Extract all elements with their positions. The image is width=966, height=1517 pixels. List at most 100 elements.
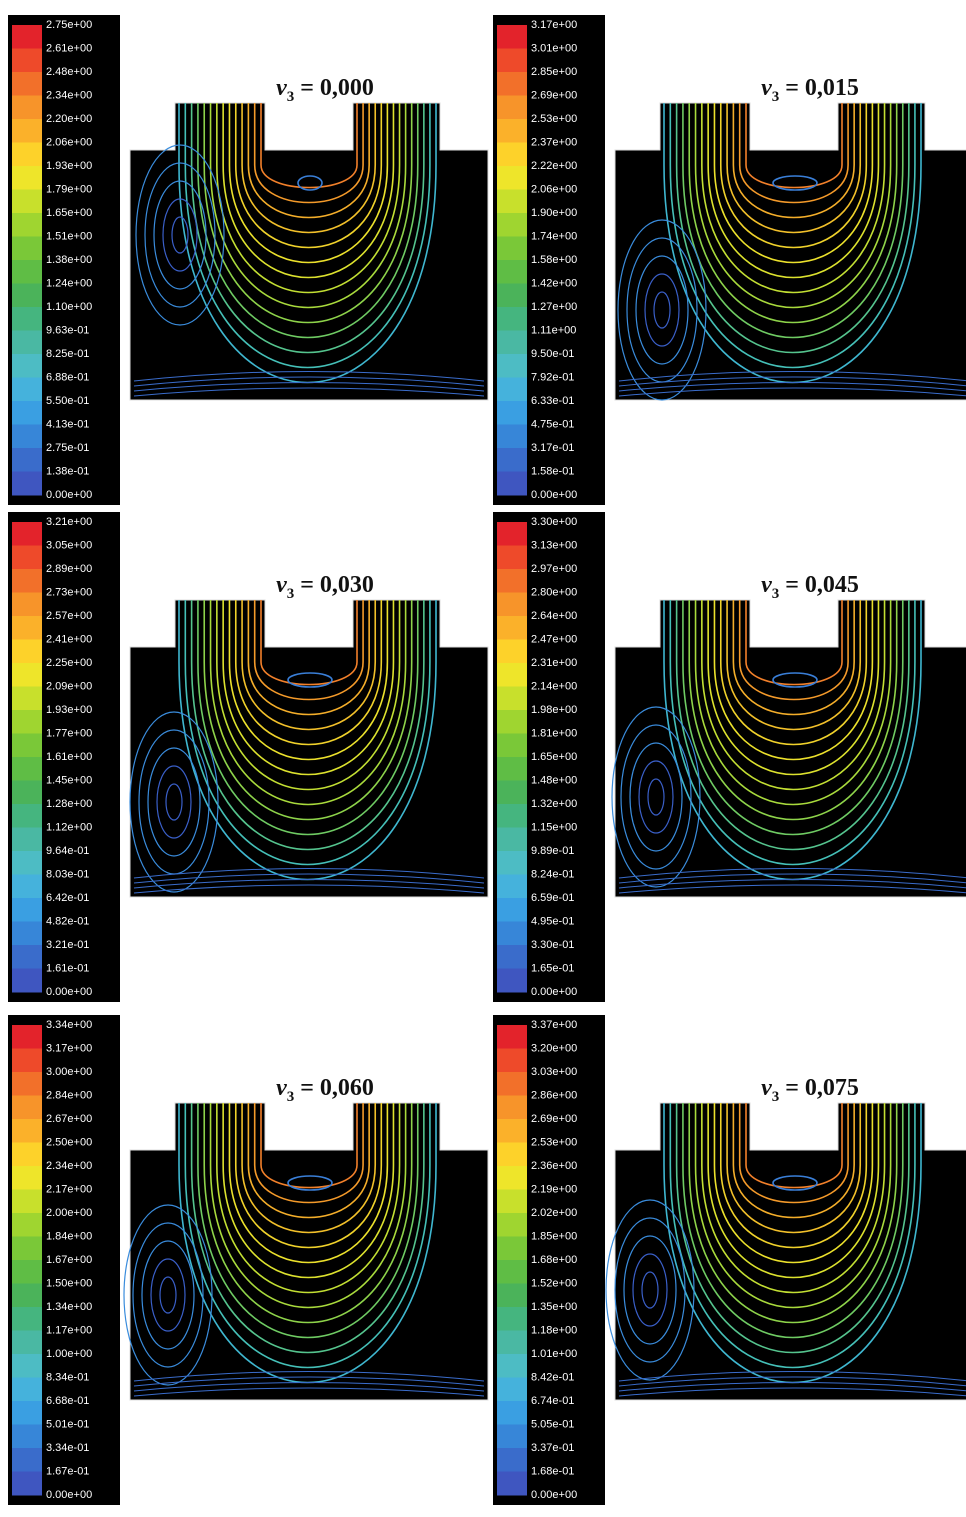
colorbar-band bbox=[12, 119, 42, 143]
colorbar-label: 1.52e+00 bbox=[531, 1277, 577, 1289]
vortex bbox=[287, 1175, 333, 1191]
colorbar-label: 3.13e+00 bbox=[531, 539, 577, 551]
bottom-streamline bbox=[618, 382, 966, 392]
colorbar-label: 6.74e-01 bbox=[531, 1395, 574, 1407]
colorbar-label: 1.98e+00 bbox=[531, 704, 577, 716]
colorbar-band bbox=[497, 1354, 527, 1378]
streamline bbox=[719, 103, 868, 249]
colorbar-label: 2.61e+00 bbox=[46, 42, 92, 54]
colorbar-band bbox=[12, 236, 42, 261]
streamline bbox=[675, 600, 910, 851]
colorbar-label: 1.17e+00 bbox=[46, 1324, 92, 1336]
streamline bbox=[688, 1103, 898, 1324]
colorbar-band bbox=[497, 424, 527, 449]
streamline bbox=[694, 103, 892, 309]
colorbar-band bbox=[497, 686, 527, 711]
streamline bbox=[228, 1103, 389, 1264]
colorbar-label: 1.58e-01 bbox=[531, 465, 574, 477]
colorbar-band bbox=[497, 119, 527, 143]
colorbar-label: 1.42e+00 bbox=[531, 277, 577, 289]
vortex bbox=[620, 724, 692, 870]
bottom-streamline bbox=[133, 1387, 485, 1397]
title-subscript: 3 bbox=[287, 586, 295, 602]
bottom-streamline bbox=[618, 371, 966, 382]
colorbar-label: 1.65e+00 bbox=[46, 207, 92, 219]
vortex bbox=[287, 672, 333, 688]
colorbar-band bbox=[497, 1119, 527, 1143]
colorbar-label: 6.42e-01 bbox=[46, 892, 89, 904]
colorbar-label: 1.50e+00 bbox=[46, 1277, 92, 1289]
colorbar-band bbox=[497, 827, 527, 852]
colorbar-label: 5.50e-01 bbox=[46, 395, 89, 407]
colorbar-label: 2.19e+00 bbox=[531, 1183, 577, 1195]
colorbar-label: 2.86e+00 bbox=[531, 1089, 577, 1101]
streamline bbox=[197, 1103, 419, 1339]
vortex bbox=[772, 672, 818, 688]
colorbar-label: 2.22e+00 bbox=[531, 160, 577, 172]
colorbar-band bbox=[12, 710, 42, 734]
streamline bbox=[203, 103, 413, 324]
streamline bbox=[234, 600, 383, 746]
colorbar-label: 7.92e-01 bbox=[531, 371, 574, 383]
colorbar-label: 1.68e-01 bbox=[531, 1465, 574, 1477]
colorbar-band bbox=[12, 1401, 42, 1425]
colorbar-label: 1.67e+00 bbox=[46, 1254, 92, 1266]
bottom-streamline bbox=[133, 884, 485, 894]
bottom-streamline bbox=[618, 387, 966, 397]
streamline bbox=[669, 1103, 916, 1369]
colorbar-label: 3.34e-01 bbox=[46, 1442, 89, 1454]
streamline bbox=[694, 600, 892, 806]
title-subscript: 3 bbox=[772, 89, 780, 105]
streamline bbox=[726, 103, 862, 234]
colorbar-band bbox=[12, 1048, 42, 1073]
vortex bbox=[159, 1276, 177, 1314]
colorbar-label: 2.89e+00 bbox=[46, 563, 92, 575]
colorbar-band bbox=[497, 189, 527, 214]
bottom-streamline bbox=[133, 376, 485, 387]
colorbar-label: 1.58e+00 bbox=[531, 254, 577, 266]
colorbar-label: 0.00e+00 bbox=[531, 1489, 577, 1501]
colorbar-label: 1.61e-01 bbox=[46, 962, 89, 974]
bottom-streamline bbox=[133, 382, 485, 392]
colorbar-label: 2.80e+00 bbox=[531, 586, 577, 598]
colorbar-band bbox=[12, 142, 42, 167]
vortex bbox=[605, 1199, 695, 1381]
colorbar-band bbox=[497, 1236, 527, 1261]
colorbar-label: 1.90e+00 bbox=[531, 207, 577, 219]
colorbar-band bbox=[12, 1095, 42, 1120]
colorbar-label: 2.84e+00 bbox=[46, 1089, 92, 1101]
colorbar-band bbox=[12, 25, 42, 49]
colorbar-band bbox=[497, 757, 527, 781]
title-value: = 0,030 bbox=[300, 572, 374, 598]
colorbar-band bbox=[497, 260, 527, 284]
colorbar-band bbox=[12, 898, 42, 922]
streamline bbox=[726, 600, 862, 731]
vortex bbox=[150, 1258, 186, 1332]
colorbar-label: 1.48e+00 bbox=[531, 774, 577, 786]
colorbar-band bbox=[12, 1283, 42, 1308]
panel-title: v3 = 0,075 bbox=[761, 1075, 859, 1105]
bottom-streamline bbox=[618, 1387, 966, 1397]
streamlines bbox=[133, 103, 485, 397]
streamline bbox=[241, 1103, 377, 1234]
colorbar-label: 2.67e+00 bbox=[46, 1113, 92, 1125]
colorbar-band bbox=[497, 471, 527, 496]
colorbar-band bbox=[12, 1166, 42, 1190]
colorbar-label: 3.34e+00 bbox=[46, 1019, 92, 1031]
colorbar-band bbox=[12, 72, 42, 96]
colorbar-label: 1.93e+00 bbox=[46, 704, 92, 716]
streamline bbox=[713, 600, 874, 761]
colorbar-band bbox=[497, 1142, 527, 1167]
colorbar-label: 2.14e+00 bbox=[531, 680, 577, 692]
colorbar-label: 1.28e+00 bbox=[46, 798, 92, 810]
colorbar-label: 3.30e-01 bbox=[531, 939, 574, 951]
colorbar-label: 2.48e+00 bbox=[46, 66, 92, 78]
colorbar-band bbox=[12, 1330, 42, 1355]
colorbar-label: 1.38e+00 bbox=[46, 254, 92, 266]
bottom-streamline bbox=[618, 868, 966, 879]
colorbar-label: 3.30e+00 bbox=[531, 516, 577, 528]
title-value: = 0,060 bbox=[300, 1075, 374, 1101]
streamline bbox=[701, 1103, 886, 1294]
colorbar-band bbox=[497, 639, 527, 664]
colorbar-band bbox=[497, 48, 527, 73]
